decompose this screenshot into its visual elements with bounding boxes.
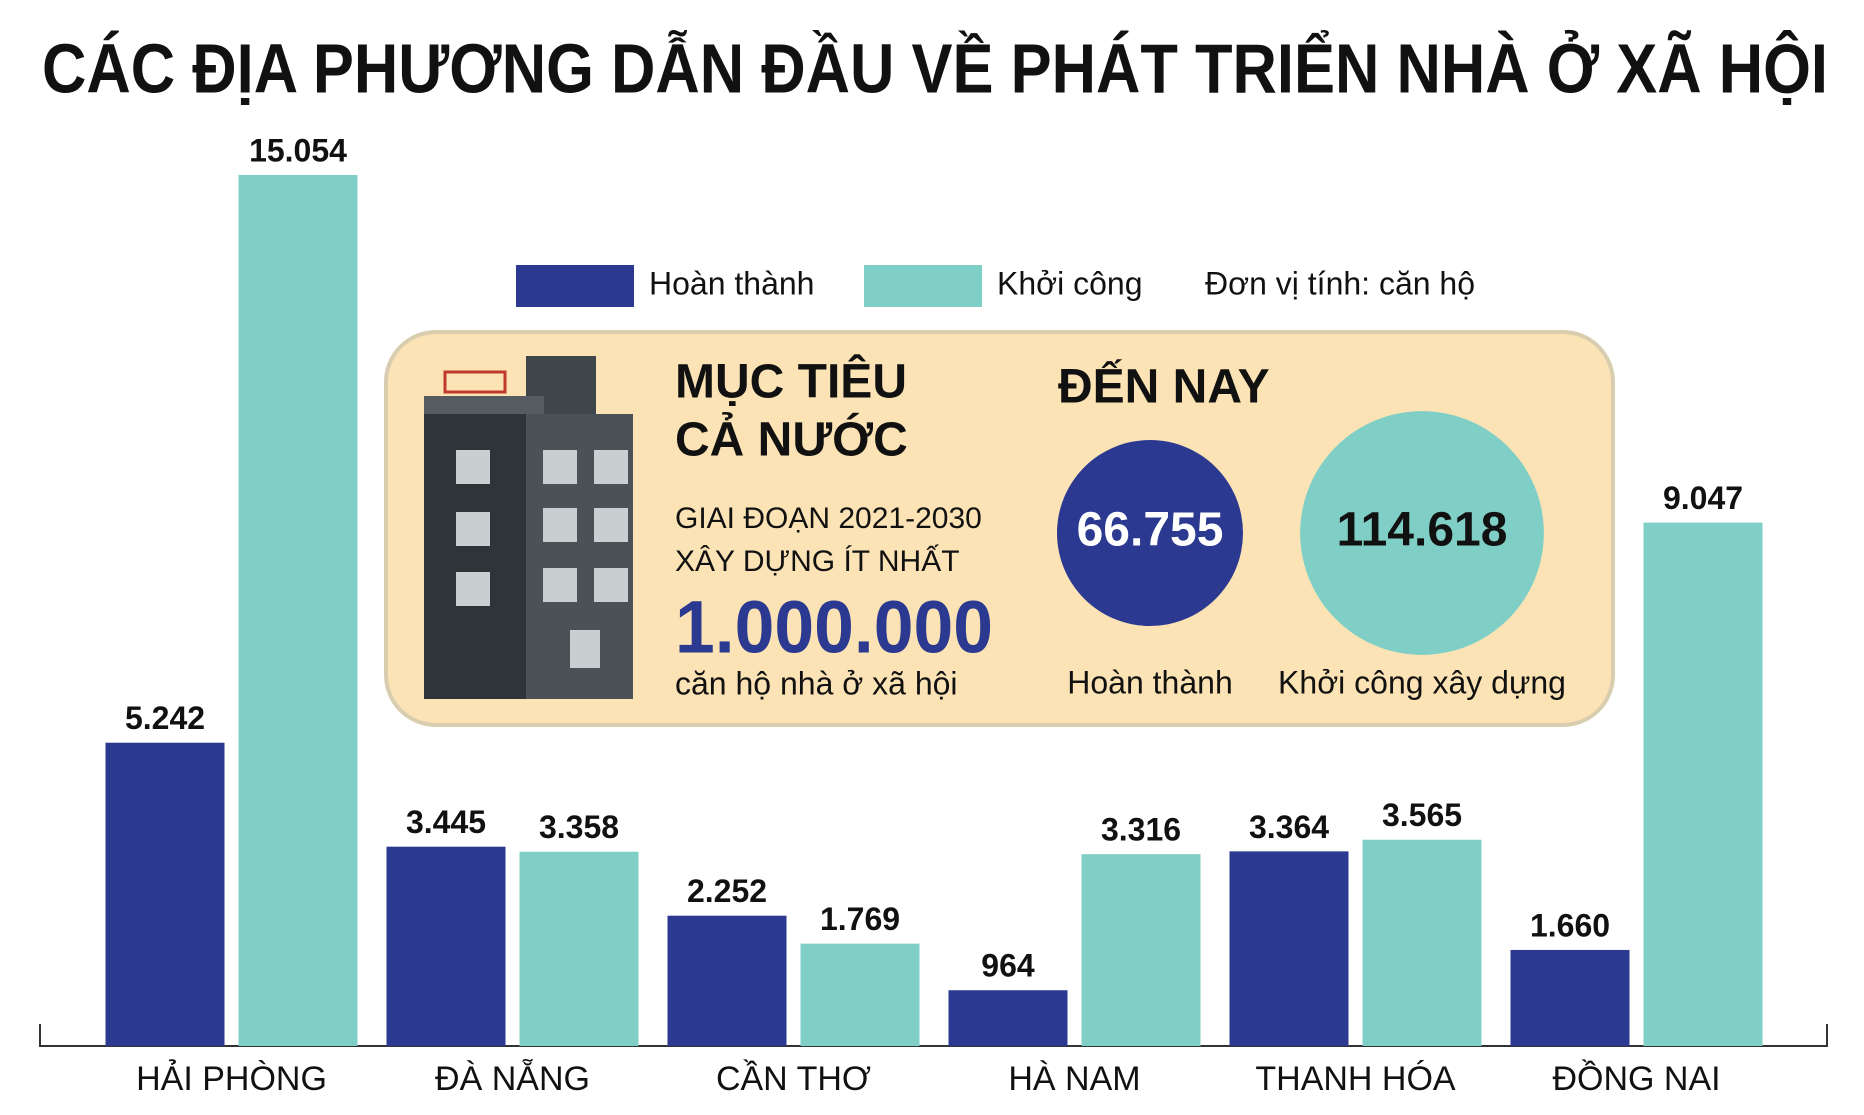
value-label: 3.358 <box>539 809 619 845</box>
legend-swatch <box>864 265 982 307</box>
legend-swatch <box>516 265 634 307</box>
value-label: 15.054 <box>249 132 347 168</box>
x-tick-label: HẢI PHÒNG <box>136 1060 327 1098</box>
bar <box>386 846 506 1046</box>
value-label: 964 <box>981 948 1035 984</box>
progress-label: Khởi công xây dựng <box>1278 664 1566 700</box>
target-box <box>384 330 1615 727</box>
bar <box>1643 522 1763 1046</box>
bar <box>238 175 358 1046</box>
value-label: 2.252 <box>687 873 767 909</box>
bar <box>1081 854 1201 1046</box>
value-label: 5.242 <box>125 700 205 736</box>
target-heading: MỤC TIÊU <box>675 354 907 409</box>
progress-value: 66.755 <box>1077 504 1224 557</box>
x-tick-label: HÀ NAM <box>1008 1060 1140 1098</box>
value-label: 1.769 <box>820 901 900 937</box>
legend-label: Hoàn thành <box>649 265 814 301</box>
target-caption: căn hộ nhà ở xã hội <box>675 665 958 701</box>
x-tick-label: ĐỒNG NAI <box>1552 1060 1720 1098</box>
value-label: 3.445 <box>406 804 486 840</box>
bar <box>519 851 639 1046</box>
value-label: 3.364 <box>1249 809 1329 845</box>
bar <box>105 742 225 1046</box>
progress-label: Hoàn thành <box>1067 664 1232 700</box>
chart-title: CÁC ĐỊA PHƯƠNG DẪN ĐẦU VỀ PHÁT TRIỂN NHÀ… <box>42 28 1828 107</box>
progress-circle <box>1300 411 1544 655</box>
value-label: 3.316 <box>1101 812 1181 848</box>
value-label: 9.047 <box>1663 480 1743 516</box>
x-tick-label: ĐÀ NẴNG <box>435 1060 590 1098</box>
bar <box>948 990 1068 1046</box>
value-label: 3.565 <box>1382 797 1462 833</box>
target-heading: CẢ NƯỚC <box>675 412 908 467</box>
x-tick-label: THANH HÓA <box>1255 1060 1456 1098</box>
target-amount: 1.000.000 <box>675 586 993 669</box>
progress-circle <box>1057 440 1243 626</box>
progress-heading: ĐẾN NAY <box>1058 360 1270 414</box>
target-line: GIAI ĐOẠN 2021-2030 <box>675 502 982 535</box>
legend-label: Khởi công <box>997 265 1143 301</box>
bar <box>1510 949 1630 1046</box>
building-icon <box>424 356 633 699</box>
x-tick-label: CẦN THƠ <box>716 1060 871 1098</box>
bar <box>1229 851 1349 1046</box>
unit-note: Đơn vị tính: căn hộ <box>1205 265 1475 301</box>
bar <box>667 915 787 1046</box>
value-label: 1.660 <box>1530 907 1610 943</box>
bar <box>800 943 920 1046</box>
bar <box>1362 839 1482 1046</box>
progress-value: 114.618 <box>1337 504 1508 557</box>
target-line: XÂY DỰNG ÍT NHẤT <box>675 544 960 578</box>
